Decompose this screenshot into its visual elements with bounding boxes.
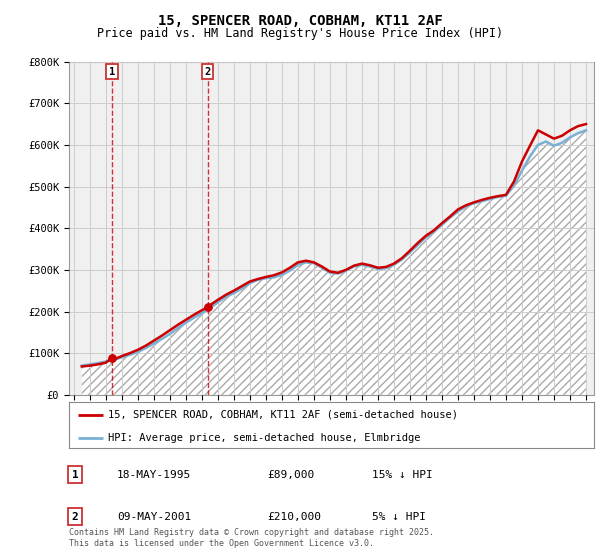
Text: 5% ↓ HPI: 5% ↓ HPI (372, 512, 426, 521)
Text: 1: 1 (109, 67, 115, 77)
Text: Price paid vs. HM Land Registry's House Price Index (HPI): Price paid vs. HM Land Registry's House … (97, 27, 503, 40)
Text: 1: 1 (71, 470, 79, 479)
Point (203, 303, 212, 312)
Text: £89,000: £89,000 (267, 470, 314, 479)
Text: 15, SPENCER ROAD, COBHAM, KT11 2AF: 15, SPENCER ROAD, COBHAM, KT11 2AF (158, 14, 442, 28)
Text: 18-MAY-1995: 18-MAY-1995 (117, 470, 191, 479)
Text: 09-MAY-2001: 09-MAY-2001 (117, 512, 191, 521)
Text: HPI: Average price, semi-detached house, Elmbridge: HPI: Average price, semi-detached house,… (109, 433, 421, 443)
Point (107, 353, 116, 362)
Text: 2: 2 (71, 512, 79, 521)
Text: 15, SPENCER ROAD, COBHAM, KT11 2AF (semi-detached house): 15, SPENCER ROAD, COBHAM, KT11 2AF (semi… (109, 410, 458, 420)
Text: Contains HM Land Registry data © Crown copyright and database right 2025.
This d: Contains HM Land Registry data © Crown c… (69, 528, 434, 548)
Text: 15% ↓ HPI: 15% ↓ HPI (372, 470, 433, 479)
Text: 2: 2 (205, 67, 211, 77)
Text: £210,000: £210,000 (267, 512, 321, 521)
